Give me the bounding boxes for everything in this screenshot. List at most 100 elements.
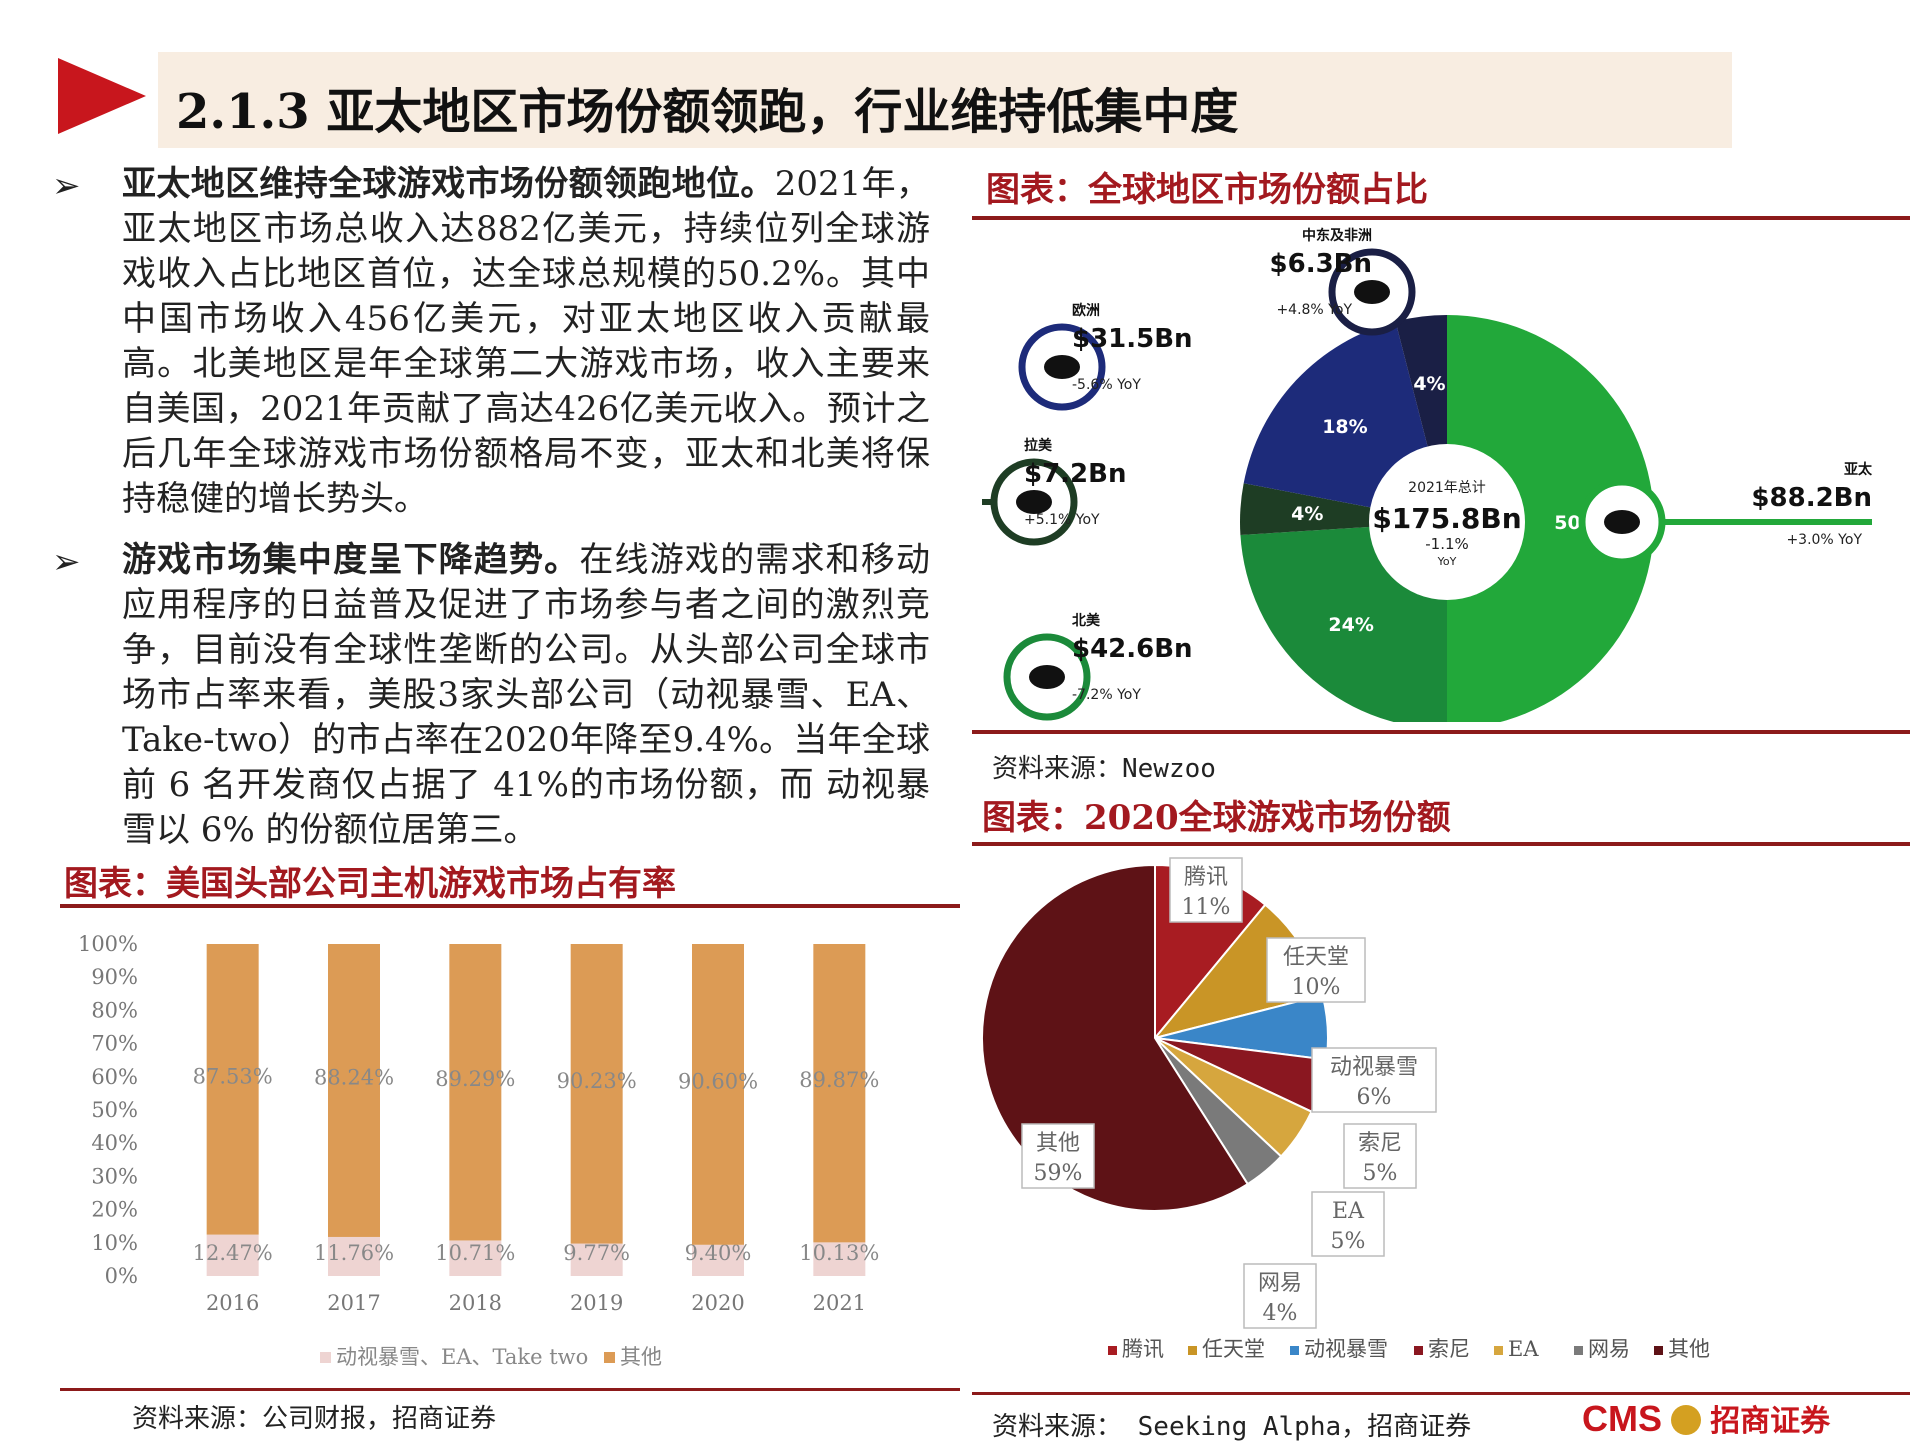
- region-name-2: 拉美: [1024, 437, 1053, 454]
- company-legend-label-2: 动视暴雪: [1304, 1337, 1388, 1361]
- region-name-4: 中东及非洲: [1302, 227, 1372, 244]
- company-label-box-1: [1266, 937, 1366, 1003]
- paragraph-2-lead: 游戏市场集中度呈下降趋势。: [122, 540, 580, 580]
- logo-text: CMS: [1582, 1398, 1662, 1439]
- cms-logo: CMS 招商证券: [1582, 1396, 1830, 1440]
- page-title: 2.1.3 亚太地区市场份额领跑，行业维持低集中度: [176, 84, 1239, 140]
- bar-label-0-5: 10.13%: [799, 1241, 879, 1265]
- company-chart-bottom-rule: [972, 1392, 1910, 1395]
- logo-cn-text: 招商证券: [1710, 1404, 1831, 1439]
- bar-1-3: [570, 944, 623, 1244]
- company-label-name-5: 网易: [1258, 1271, 1302, 1296]
- bar-0-0: [206, 1234, 259, 1276]
- region-value-0: $88.2Bn: [1751, 483, 1872, 513]
- company-legend-swatch-0: [1108, 1346, 1117, 1355]
- paragraph-2: 游戏市场集中度呈下降趋势。在线游戏的需求和移动应用程序的日益普及促进了市场参与者…: [122, 538, 930, 853]
- region-name-1: 北美: [1072, 612, 1101, 629]
- bar-label-1-5: 89.87%: [799, 1068, 879, 1092]
- company-label-name-2: 动视暴雪: [1330, 1055, 1418, 1080]
- bar-label-0-0: 12.47%: [193, 1241, 273, 1265]
- bar-0-3: [570, 1243, 623, 1276]
- bar-legend-swatch-1: [604, 1352, 615, 1363]
- region-value-3: $31.5Bn: [1072, 324, 1193, 354]
- company-label-name-1: 任天堂: [1283, 945, 1349, 970]
- bar-ytick-6: 60%: [91, 1065, 138, 1089]
- bar-label-0-3: 9.77%: [563, 1241, 630, 1265]
- bar-label-0-4: 9.40%: [685, 1241, 752, 1265]
- bullet-marker-2: ➢: [52, 542, 81, 582]
- bar-legend-group: 动视暴雪、EA、Take two 其他: [320, 1345, 662, 1369]
- paragraph-1-body: 2021年，亚太地区市场总收入达882亿美元，持续位列全球游戏收入占比地区首位，…: [122, 164, 931, 519]
- bar-xtick-3: 2019: [570, 1291, 623, 1315]
- bar-ytick-7: 70%: [91, 1032, 138, 1056]
- company-legend-label-6: 其他: [1668, 1337, 1710, 1361]
- region-map-silhouette-icon-3: [1044, 355, 1080, 379]
- bar-ytick-9: 90%: [91, 965, 138, 989]
- bar-chart-source: 资料来源：公司财报，招商证券: [132, 1404, 497, 1434]
- bar-ytick-2: 20%: [91, 1198, 138, 1222]
- company-label-pct-0: 11%: [1182, 895, 1231, 920]
- company-legend-swatch-4: [1494, 1346, 1503, 1355]
- bar-1-2: [449, 944, 502, 1241]
- region-value-2: $7.2Bn: [1024, 459, 1126, 489]
- bullet-marker-1: ➢: [52, 166, 81, 206]
- company-chart-top-rule: [972, 842, 1910, 846]
- company-legend-swatch-6: [1654, 1346, 1663, 1355]
- company-chart-source: 资料来源： Seeking Alpha，招商证券: [992, 1412, 1472, 1442]
- company-label-pct-6: 59%: [1034, 1161, 1083, 1186]
- company-legend-label-5: 网易: [1588, 1337, 1630, 1361]
- bar-ytick-3: 30%: [91, 1164, 138, 1188]
- bar-1-0: [206, 944, 259, 1235]
- bar-ytick-10: 100%: [78, 932, 138, 956]
- bar-axis-group: 0% 10% 20% 30% 40% 50% 60% 70% 80% 90% 100% 2016 201…: [78, 932, 866, 1315]
- company-legend-swatch-3: [1414, 1346, 1423, 1355]
- region-donut-chart: 50%24%4%18%4% 亚太$88.2Bn+3.0% YoY北美$42.6B…: [982, 227, 1873, 722]
- title-arrow-icon: [58, 58, 146, 134]
- region-callouts-group: 亚太 $88.2Bn +3.0% YoY 北美 $42.6Bn -7.2% YoY 拉美 $7…: [982, 227, 1873, 721]
- company-legend-label-4: EA: [1508, 1337, 1539, 1361]
- paragraph-2-body: 在线游戏的需求和移动应用程序的日益普及促进了市场参与者之间的激烈竞争，目前没有全…: [122, 540, 931, 850]
- bar-0-1: [328, 1236, 380, 1276]
- bar-chart-bottom-rule: [60, 1388, 960, 1391]
- title-bar: [158, 52, 1732, 148]
- bar-chart-title: 图表：美国头部公司主机游戏市场占有率: [64, 864, 676, 904]
- bar-bars-group: 12.47% 87.53% 11.76% 88.24% 10.71% 89.29% 9.77…: [193, 944, 879, 1276]
- company-label-box-4: [1311, 1191, 1385, 1257]
- paragraph-1: 亚太地区维持全球游戏市场份额领跑地位。2021年，亚太地区市场总收入达882亿美…: [122, 162, 930, 522]
- company-chart-title: 图表：2020全球游戏市场份额: [982, 798, 1451, 838]
- company-legend-label-1: 任天堂: [1202, 1337, 1265, 1361]
- bar-ytick-8: 80%: [91, 998, 138, 1022]
- center-yoy: -1.1%: [1425, 535, 1469, 553]
- bar-label-1-1: 88.24%: [314, 1065, 394, 1089]
- company-legend-swatch-2: [1290, 1346, 1299, 1355]
- company-legend-group: 腾讯 任天堂 动视暴雪 索尼 EA 网易 其他: [1108, 1337, 1710, 1361]
- company-label-box-5: [1243, 1263, 1317, 1329]
- bar-legend-label-0: 动视暴雪、EA、Take two: [336, 1345, 588, 1369]
- region-slice-pct-3: 18%: [1322, 416, 1367, 438]
- bar-label-1-3: 90.23%: [557, 1069, 637, 1093]
- bar-1-1: [328, 944, 380, 1237]
- company-label-name-3: 索尼: [1358, 1131, 1402, 1156]
- region-slice-pct-4: 4%: [1413, 373, 1445, 395]
- region-yoy-4: +4.8% YoY: [1276, 302, 1352, 318]
- region-chart-bottom-rule: [972, 730, 1910, 734]
- bar-xtick-1: 2017: [327, 1291, 380, 1315]
- center-label: 2021年总计: [1408, 480, 1486, 496]
- company-label-box-2: [1311, 1047, 1437, 1113]
- bar-0-2: [449, 1240, 502, 1276]
- logo-emblem-icon: [1671, 1405, 1702, 1435]
- company-label-box-6: [1021, 1123, 1095, 1189]
- bar-1-4: [692, 944, 744, 1245]
- region-slice-0: [1447, 315, 1654, 722]
- region-yoy-3: -5.6% YoY: [1072, 377, 1141, 393]
- company-labels-group: 腾讯 11% 任天堂 10% 动视暴雪 6% 索尼 5% EA 5% 网易 4% 其他 59%: [1021, 857, 1437, 1329]
- company-label-pct-1: 10%: [1292, 975, 1341, 1000]
- bar-xtick-4: 2020: [691, 1291, 744, 1315]
- bar-ytick-0: 0%: [105, 1264, 138, 1288]
- bar-ytick-5: 50%: [91, 1098, 138, 1122]
- region-yoy-0: +3.0% YoY: [1786, 532, 1862, 548]
- bar-label-0-2: 10.71%: [435, 1241, 515, 1265]
- company-label-name-4: EA: [1332, 1199, 1365, 1224]
- bar-label-1-2: 89.29%: [435, 1067, 515, 1091]
- region-chart-source: 资料来源：Newzoo: [992, 754, 1216, 784]
